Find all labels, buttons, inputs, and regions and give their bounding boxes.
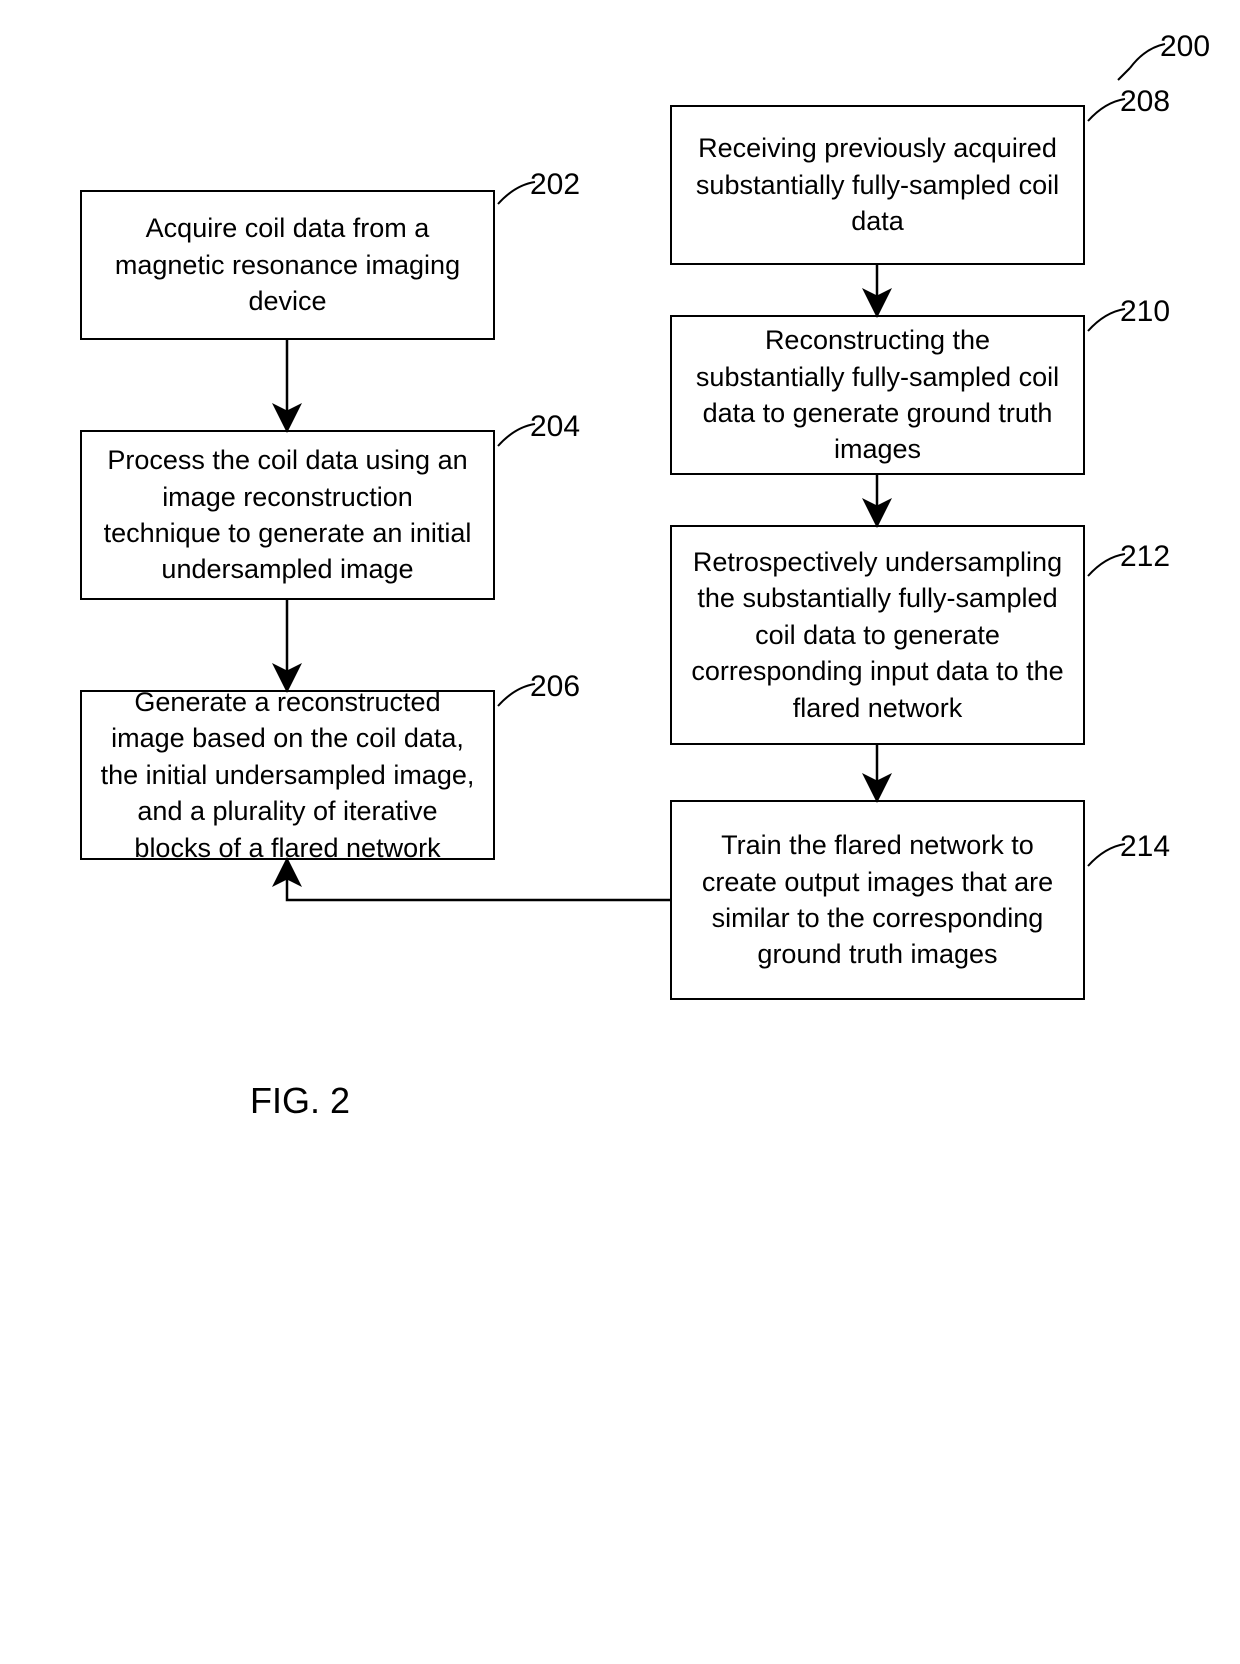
step-212-text: Retrospectively undersampling the substa… <box>690 544 1065 726</box>
step-212-box: Retrospectively undersampling the substa… <box>670 525 1085 745</box>
flowchart-diagram: Acquire coil data from a magnetic resona… <box>0 0 1240 1664</box>
tick-200 <box>1118 68 1130 80</box>
step-214-box: Train the flared network to create outpu… <box>670 800 1085 1000</box>
step-202-text: Acquire coil data from a magnetic resona… <box>100 210 475 319</box>
step-206-box: Generate a reconstructed image based on … <box>80 690 495 860</box>
step-214-text: Train the flared network to create outpu… <box>690 827 1065 973</box>
figure-caption: FIG. 2 <box>250 1080 350 1122</box>
step-204-box: Process the coil data using an image rec… <box>80 430 495 600</box>
ref-210-label: 210 <box>1120 295 1170 329</box>
step-208-text: Receiving previously acquired substantia… <box>690 130 1065 239</box>
step-204-text: Process the coil data using an image rec… <box>100 442 475 588</box>
step-210-text: Reconstructing the substantially fully-s… <box>690 322 1065 468</box>
arrow-214-206 <box>287 862 670 900</box>
step-210-box: Reconstructing the substantially fully-s… <box>670 315 1085 475</box>
ref-202-label: 202 <box>530 168 580 202</box>
ref-206-label: 206 <box>530 670 580 704</box>
ref-212-label: 212 <box>1120 540 1170 574</box>
step-208-box: Receiving previously acquired substantia… <box>670 105 1085 265</box>
ref-204-label: 204 <box>530 410 580 444</box>
ref-200-label: 200 <box>1160 30 1210 64</box>
step-206-text: Generate a reconstructed image based on … <box>100 684 475 866</box>
ref-214-label: 214 <box>1120 830 1170 864</box>
step-202-box: Acquire coil data from a magnetic resona… <box>80 190 495 340</box>
ref-208-label: 208 <box>1120 85 1170 119</box>
